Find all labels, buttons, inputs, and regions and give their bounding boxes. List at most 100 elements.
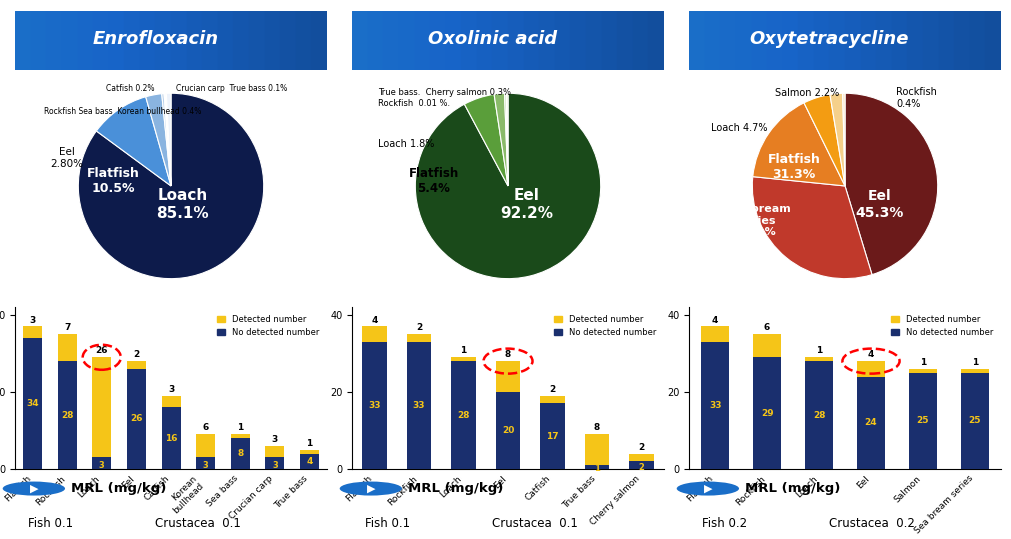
- Text: 34: 34: [26, 399, 38, 408]
- Text: Rockfish Sea bass  Korean bullhead 0.4%: Rockfish Sea bass Korean bullhead 0.4%: [43, 107, 201, 116]
- Bar: [58, 334, 77, 361]
- Wedge shape: [165, 93, 171, 186]
- Text: 1: 1: [460, 347, 467, 355]
- Bar: [231, 434, 250, 438]
- Bar: [196, 434, 215, 458]
- Bar: [960, 369, 989, 372]
- Bar: [231, 438, 250, 469]
- Bar: [909, 369, 937, 372]
- Text: ▶: ▶: [29, 483, 38, 494]
- Text: Catfish 0.2%: Catfish 0.2%: [106, 84, 155, 93]
- Wedge shape: [753, 103, 845, 186]
- Text: 8: 8: [238, 449, 244, 458]
- Bar: [124, 11, 140, 70]
- Bar: [630, 453, 654, 461]
- Text: Loach
85.1%: Loach 85.1%: [157, 188, 209, 220]
- Bar: [701, 342, 729, 469]
- Bar: [368, 11, 383, 70]
- Text: 6: 6: [764, 323, 770, 332]
- Bar: [126, 369, 146, 469]
- Bar: [217, 11, 234, 70]
- Bar: [451, 357, 476, 361]
- Wedge shape: [752, 177, 872, 279]
- Wedge shape: [845, 93, 938, 275]
- Bar: [892, 11, 908, 70]
- Bar: [938, 11, 954, 70]
- Text: Crucian carp  True bass 0.1%: Crucian carp True bass 0.1%: [176, 84, 287, 93]
- Bar: [648, 11, 664, 70]
- Text: 3: 3: [203, 461, 208, 469]
- Wedge shape: [830, 93, 845, 186]
- Text: Eel
45.3%: Eel 45.3%: [855, 189, 904, 219]
- Bar: [805, 361, 833, 469]
- Wedge shape: [167, 93, 171, 186]
- Text: 3: 3: [168, 385, 174, 394]
- Text: 3: 3: [272, 461, 278, 469]
- Bar: [280, 11, 295, 70]
- Bar: [986, 11, 1001, 70]
- Text: Fish 0.1: Fish 0.1: [27, 517, 73, 530]
- Bar: [311, 11, 327, 70]
- Text: 33: 33: [412, 401, 426, 410]
- Bar: [171, 11, 187, 70]
- Wedge shape: [494, 93, 509, 186]
- Text: Flatfish
10.5%: Flatfish 10.5%: [87, 167, 140, 195]
- Bar: [140, 11, 156, 70]
- Text: 28: 28: [813, 411, 825, 419]
- Bar: [767, 11, 783, 70]
- Bar: [23, 338, 42, 469]
- Text: 4: 4: [712, 315, 719, 324]
- Bar: [406, 334, 432, 342]
- Bar: [584, 465, 610, 469]
- Bar: [156, 11, 171, 70]
- Bar: [495, 361, 521, 392]
- Text: 2: 2: [133, 350, 140, 359]
- Bar: [415, 11, 430, 70]
- Circle shape: [340, 481, 402, 495]
- Legend: Detected number, No detected number: Detected number, No detected number: [888, 312, 997, 340]
- Bar: [265, 11, 280, 70]
- Wedge shape: [507, 93, 509, 186]
- Text: 1: 1: [816, 347, 822, 355]
- Text: Oxytetracycline: Oxytetracycline: [750, 30, 909, 48]
- Bar: [406, 342, 432, 469]
- Text: 1: 1: [238, 423, 244, 432]
- Text: 8: 8: [504, 350, 512, 359]
- Bar: [753, 357, 782, 469]
- Wedge shape: [96, 97, 171, 186]
- Bar: [540, 404, 565, 469]
- Text: 1: 1: [594, 465, 601, 473]
- Text: 28: 28: [61, 411, 74, 419]
- Bar: [705, 11, 720, 70]
- Text: Fish 0.1: Fish 0.1: [365, 517, 409, 530]
- Wedge shape: [416, 93, 601, 279]
- Bar: [477, 11, 492, 70]
- Bar: [617, 11, 633, 70]
- Bar: [829, 11, 845, 70]
- Text: 2: 2: [549, 385, 556, 394]
- Bar: [860, 11, 877, 70]
- Text: MRL (mg/kg): MRL (mg/kg): [71, 482, 167, 495]
- Bar: [162, 396, 181, 407]
- Text: Enrofloxacin: Enrofloxacin: [92, 30, 218, 48]
- Bar: [584, 434, 610, 465]
- Text: 26: 26: [130, 414, 143, 423]
- Text: 2: 2: [639, 443, 645, 452]
- Wedge shape: [507, 93, 509, 186]
- Text: Oxolinic acid: Oxolinic acid: [428, 30, 557, 48]
- Bar: [249, 11, 265, 70]
- Text: Flatfish
31.3%: Flatfish 31.3%: [767, 154, 821, 182]
- Text: 20: 20: [501, 426, 515, 435]
- Bar: [300, 453, 319, 469]
- Text: 25: 25: [917, 416, 929, 425]
- Bar: [187, 11, 202, 70]
- Bar: [58, 361, 77, 469]
- Bar: [540, 396, 565, 404]
- Wedge shape: [78, 93, 264, 279]
- Bar: [539, 11, 555, 70]
- Bar: [753, 334, 782, 357]
- Bar: [92, 458, 111, 469]
- Text: 6: 6: [202, 423, 209, 432]
- Text: 1: 1: [920, 358, 926, 367]
- Bar: [954, 11, 970, 70]
